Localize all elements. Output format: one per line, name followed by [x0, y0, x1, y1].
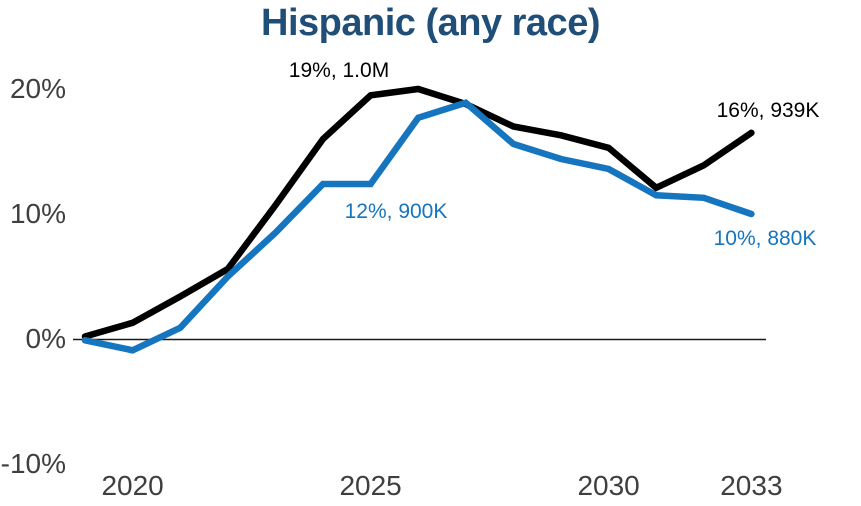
- y-tick-label: 10%: [9, 198, 66, 229]
- data-label-blue-series-2033: 10%, 880K: [713, 227, 817, 250]
- y-tick-label: 20%: [9, 73, 66, 104]
- blue-series-line: [81, 99, 755, 354]
- data-label-black-series-2025: 19%, 1.0M: [288, 59, 390, 82]
- chart-title: Hispanic (any race): [261, 2, 600, 44]
- x-tick-label: 2030: [577, 470, 640, 501]
- y-tick-label: -10%: [0, 448, 66, 479]
- black-series-line: [81, 85, 755, 340]
- x-tick-label: 2025: [339, 470, 402, 501]
- data-label-blue-series-2025: 12%, 900K: [344, 200, 448, 223]
- x-tick-label: 2020: [101, 470, 164, 501]
- data-label-black-series-2033: 16%, 939K: [716, 99, 820, 122]
- x-tick-label: 2033: [720, 470, 783, 501]
- y-tick-label: 0%: [25, 323, 66, 354]
